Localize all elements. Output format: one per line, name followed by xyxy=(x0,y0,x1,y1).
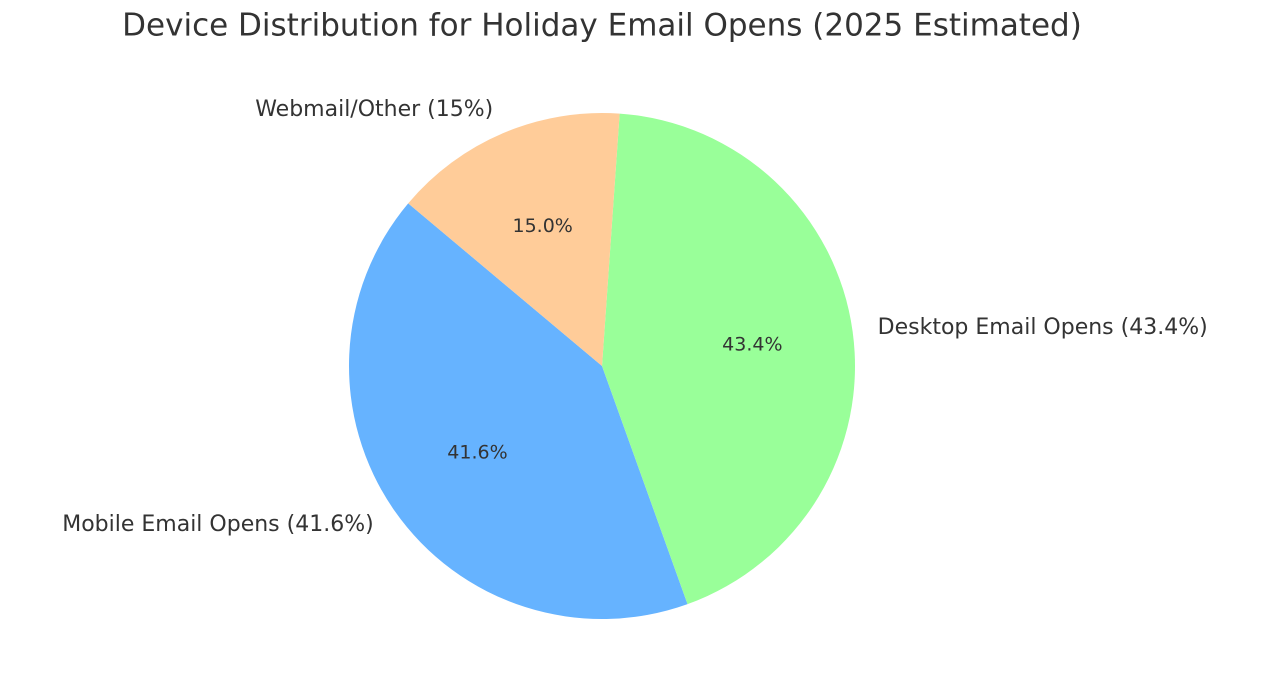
chart-title: Device Distribution for Holiday Email Op… xyxy=(122,8,1082,44)
value-label: 41.6% xyxy=(447,441,507,463)
slice-label: Webmail/Other (15%) xyxy=(255,97,493,122)
slice-label: Desktop Email Opens (43.4%) xyxy=(878,315,1208,340)
pie-slice xyxy=(349,203,688,620)
pie-slice xyxy=(408,112,620,366)
value-label: 43.4% xyxy=(722,334,782,356)
slice-label: Mobile Email Opens (41.6%) xyxy=(62,512,373,537)
value-label: 15.0% xyxy=(513,215,573,237)
pie-slice xyxy=(602,113,855,605)
